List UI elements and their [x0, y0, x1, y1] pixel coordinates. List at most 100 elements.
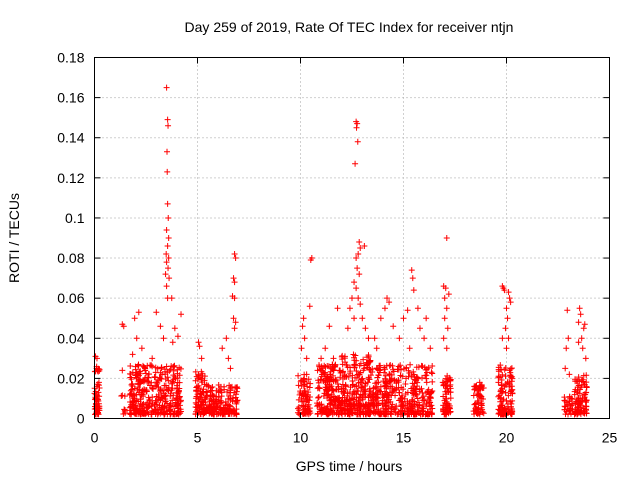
data-point [95, 411, 102, 418]
data-point [232, 255, 239, 262]
data-point [333, 410, 340, 417]
data-point [357, 402, 364, 409]
data-point [159, 409, 166, 416]
data-point [304, 396, 311, 403]
data-point [233, 391, 240, 398]
data-point [314, 385, 321, 392]
y-tick-label: 0.08 [57, 250, 84, 266]
data-point [338, 353, 345, 360]
data-point [164, 369, 171, 376]
data-point [169, 339, 176, 346]
data-point [177, 365, 184, 372]
data-point [357, 301, 364, 308]
data-point [211, 400, 218, 407]
data-point [300, 315, 307, 322]
data-point [330, 355, 337, 362]
data-point [229, 398, 236, 405]
data-point [215, 397, 222, 404]
data-point [414, 395, 421, 402]
data-point [476, 411, 483, 418]
data-point [145, 371, 152, 378]
data-point [322, 386, 329, 393]
data-point [358, 376, 365, 383]
data-point [148, 411, 155, 418]
data-point [382, 403, 389, 410]
data-point [195, 409, 202, 416]
data-point [120, 323, 127, 330]
data-point [499, 385, 506, 392]
data-point [137, 411, 144, 418]
data-point [96, 367, 103, 374]
data-point [231, 325, 238, 332]
data-point [575, 339, 582, 346]
data-point [420, 393, 427, 400]
data-point [152, 409, 159, 416]
data-point [355, 295, 362, 302]
data-point [202, 399, 209, 406]
data-point [375, 395, 382, 402]
data-point [388, 404, 395, 411]
data-point [497, 398, 504, 405]
data-point [582, 355, 589, 362]
data-point [165, 214, 172, 221]
data-point [566, 407, 573, 414]
data-point [230, 315, 237, 322]
data-point [362, 325, 369, 332]
data-point [158, 371, 165, 378]
data-point [419, 363, 426, 370]
data-point [169, 385, 176, 392]
data-point [502, 382, 509, 389]
data-point [561, 406, 568, 413]
data-point [146, 399, 153, 406]
data-point [164, 116, 171, 123]
data-point [161, 382, 168, 389]
data-point [345, 400, 352, 407]
data-point [328, 391, 335, 398]
data-point [442, 285, 449, 292]
data-point [506, 295, 513, 302]
data-point [397, 395, 404, 402]
data-point [382, 379, 389, 386]
data-point [232, 410, 239, 417]
data-point [480, 410, 487, 417]
data-point [231, 295, 238, 302]
data-point [575, 395, 582, 402]
data-point [151, 374, 158, 381]
data-point [423, 315, 430, 322]
data-point [443, 345, 450, 352]
data-point [497, 366, 504, 373]
data-point [197, 388, 204, 395]
data-point [194, 391, 201, 398]
data-point [335, 386, 342, 393]
data-point [383, 385, 390, 392]
data-point [165, 265, 172, 272]
data-point [132, 366, 139, 373]
data-point [324, 362, 331, 369]
data-point [173, 389, 180, 396]
grid [94, 57, 610, 419]
data-point [387, 362, 394, 369]
data-point [354, 120, 361, 127]
data-point [498, 409, 505, 416]
data-point [562, 411, 569, 418]
data-point [314, 367, 321, 374]
data-point [416, 386, 423, 393]
data-point [137, 396, 144, 403]
data-point [160, 335, 167, 342]
data-point [344, 390, 351, 397]
data-point [579, 345, 586, 352]
data-point [428, 402, 435, 409]
data-point [397, 403, 404, 410]
data-point [572, 386, 579, 393]
data-point [224, 389, 231, 396]
data-point [412, 385, 419, 392]
data-point [389, 401, 396, 408]
data-point [575, 319, 582, 326]
data-point [396, 335, 403, 342]
data-point [157, 323, 164, 330]
data-point [580, 325, 587, 332]
data-point [581, 321, 588, 328]
data-point [203, 388, 210, 395]
data-point [500, 397, 507, 404]
data-point [499, 371, 506, 378]
